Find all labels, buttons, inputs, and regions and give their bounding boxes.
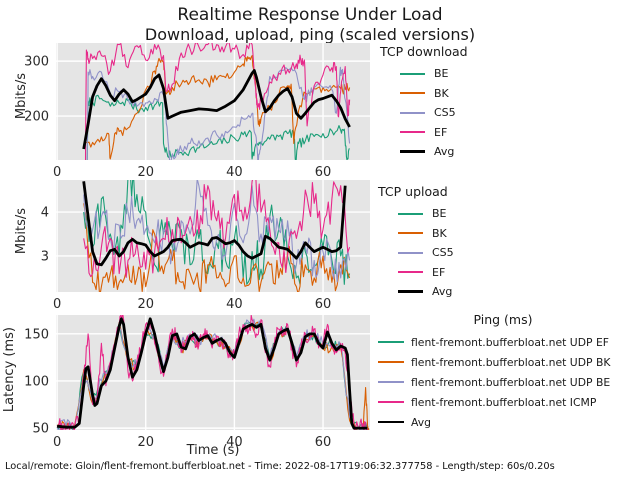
svg-text:0: 0 <box>53 297 61 312</box>
legend-line-swatch <box>400 111 425 114</box>
legend-line-swatch <box>378 401 404 403</box>
svg-text:300: 300 <box>24 55 49 70</box>
legend-line-swatch <box>378 420 404 424</box>
legend-item: BE <box>380 64 468 84</box>
legend-line-swatch <box>398 271 423 274</box>
legend-line-swatch <box>378 361 404 363</box>
legend-item: CS5 <box>380 103 468 123</box>
svg-text:3: 3 <box>41 249 49 264</box>
page-title: Realtime Response Under Load <box>177 5 443 25</box>
legend-line-swatch <box>398 212 423 215</box>
svg-text:20: 20 <box>137 435 154 450</box>
legend-line-swatch <box>400 150 425 154</box>
svg-text:50: 50 <box>32 422 49 437</box>
svg-text:60: 60 <box>315 435 332 450</box>
legend-item: BE <box>378 204 454 224</box>
svg-text:100: 100 <box>24 374 49 389</box>
legend-line-swatch <box>378 341 404 343</box>
download-legend: TCP download BE BK CS5 EF Avg <box>380 44 468 162</box>
legend-item: flent-fremont.bufferbloat.net UDP BE <box>378 372 628 392</box>
legend-item: Avg <box>378 282 454 302</box>
tcp-download-chart: 0 20 40 60 200 300 <box>24 43 370 180</box>
svg-text:4: 4 <box>41 206 49 221</box>
svg-text:200: 200 <box>24 110 49 125</box>
legend-item: flent-fremont.bufferbloat.net UDP BK <box>378 352 628 372</box>
ping-legend: Ping (ms) flent-fremont.bufferbloat.net … <box>378 312 628 432</box>
legend-line-swatch <box>398 251 423 254</box>
upload-y-axis-label: Mbits/s <box>14 208 29 255</box>
legend-item: BK <box>378 224 454 244</box>
ping-legend-title: Ping (ms) <box>473 312 533 327</box>
svg-text:60: 60 <box>315 165 332 180</box>
legend-item: flent-fremont.bufferbloat.net UDP EF <box>378 332 628 352</box>
x-axis-label: Time (s) <box>186 443 240 458</box>
page-subtitle: Download, upload, ping (scaled versions) <box>144 25 476 44</box>
legend-line-swatch <box>400 92 425 95</box>
tcp-upload-chart: 0 20 40 60 3 4 <box>41 180 370 312</box>
download-y-axis-label: Mbits/s <box>14 73 29 120</box>
legend-item: Avg <box>380 142 468 162</box>
svg-text:150: 150 <box>24 327 49 342</box>
legend-line-swatch <box>400 72 425 75</box>
svg-text:40: 40 <box>226 165 243 180</box>
svg-text:60: 60 <box>315 297 332 312</box>
svg-text:20: 20 <box>137 297 154 312</box>
footer-text: Local/remote: Gloin/flent-fremont.buffer… <box>5 461 555 472</box>
svg-text:40: 40 <box>226 435 243 450</box>
svg-text:0: 0 <box>53 435 61 450</box>
legend-item: EF <box>378 263 454 283</box>
svg-text:40: 40 <box>226 297 243 312</box>
legend-line-swatch <box>398 232 423 235</box>
upload-legend-title: TCP upload <box>378 184 448 199</box>
legend-item: Avg <box>378 412 628 432</box>
download-legend-title: TCP download <box>380 44 468 59</box>
legend-line-swatch <box>400 131 425 134</box>
legend-line-swatch <box>398 290 423 294</box>
legend-item: flent-fremont.bufferbloat.net ICMP <box>378 392 628 412</box>
svg-text:0: 0 <box>53 165 61 180</box>
ping-chart: 0 20 40 60 50 100 150 <box>24 315 370 450</box>
legend-item: CS5 <box>378 243 454 263</box>
upload-legend: TCP upload BE BK CS5 EF Avg <box>378 184 454 302</box>
legend-item: EF <box>380 123 468 143</box>
legend-item: BK <box>380 84 468 104</box>
legend-line-swatch <box>378 381 404 383</box>
ping-y-axis-label: Latency (ms) <box>2 327 17 413</box>
svg-text:20: 20 <box>137 165 154 180</box>
